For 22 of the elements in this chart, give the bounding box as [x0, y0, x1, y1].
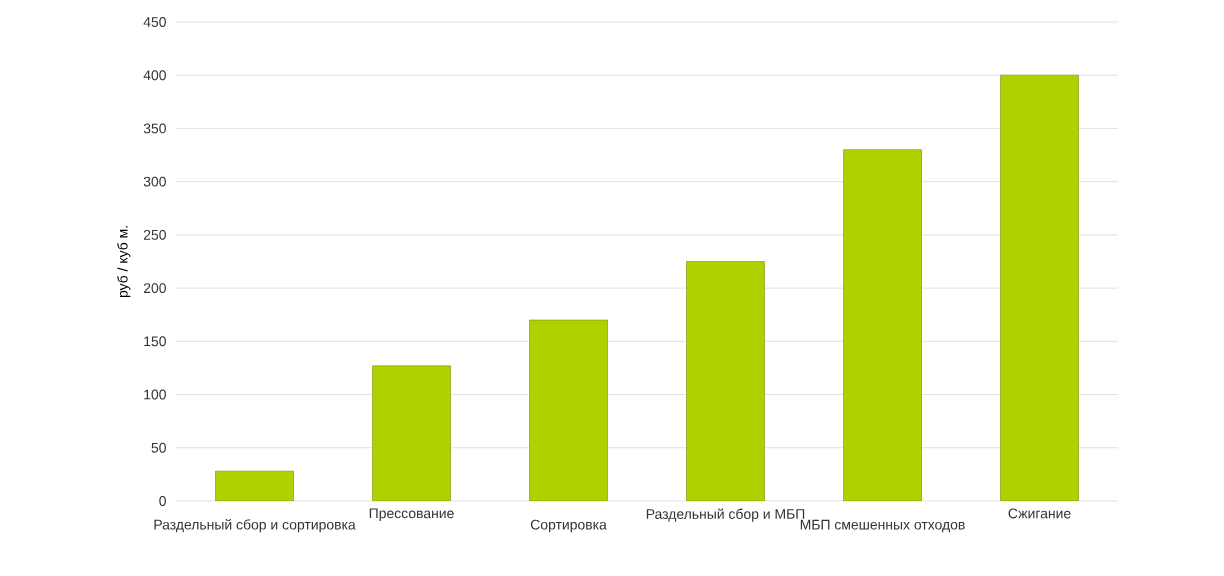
y-tick-label: 250 [143, 229, 166, 240]
x-tick-label: МБП смешенных отходов [800, 519, 965, 533]
y-tick-label: 0 [159, 496, 166, 506]
y-tick-label: 400 [143, 70, 166, 81]
y-tick-label: 150 [144, 336, 166, 347]
bar [1000, 74, 1079, 501]
y-tick-label: 50 [151, 442, 166, 453]
x-tick-label: Сжигание [1008, 508, 1071, 519]
x-tick-label: Сортировка [530, 519, 607, 533]
y-tick-label: 300 [143, 176, 166, 187]
x-tick-label: Прессование [369, 508, 454, 521]
bar [686, 261, 765, 501]
bar [529, 319, 608, 501]
y-tick-label: 200 [143, 283, 166, 294]
y-tick-label: 100 [144, 389, 166, 400]
y-tick-label: 350 [143, 123, 166, 134]
bar [843, 149, 922, 501]
bar [372, 365, 451, 501]
bar [215, 470, 294, 501]
y-axis-title: руб / куб м. [117, 226, 131, 298]
x-tick-label: Раздельный сбор и сортировка [154, 519, 356, 533]
y-tick-label: 450 [143, 17, 166, 27]
